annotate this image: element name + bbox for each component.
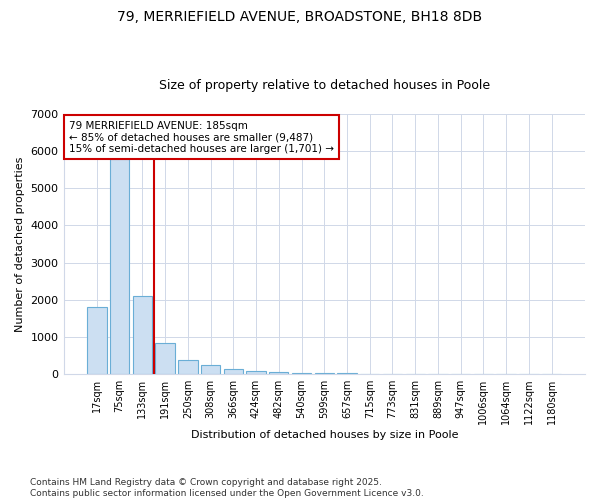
Bar xyxy=(178,360,197,374)
Y-axis label: Number of detached properties: Number of detached properties xyxy=(15,156,25,332)
Bar xyxy=(224,370,243,374)
Bar xyxy=(110,158,130,374)
Bar xyxy=(314,373,334,374)
Bar xyxy=(292,372,311,374)
Bar xyxy=(269,372,289,374)
Bar xyxy=(201,365,220,374)
Bar xyxy=(155,342,175,374)
Bar xyxy=(247,371,266,374)
Title: Size of property relative to detached houses in Poole: Size of property relative to detached ho… xyxy=(159,79,490,92)
Bar xyxy=(87,307,107,374)
Bar xyxy=(133,296,152,374)
X-axis label: Distribution of detached houses by size in Poole: Distribution of detached houses by size … xyxy=(191,430,458,440)
Text: 79 MERRIEFIELD AVENUE: 185sqm
← 85% of detached houses are smaller (9,487)
15% o: 79 MERRIEFIELD AVENUE: 185sqm ← 85% of d… xyxy=(69,120,334,154)
Text: 79, MERRIEFIELD AVENUE, BROADSTONE, BH18 8DB: 79, MERRIEFIELD AVENUE, BROADSTONE, BH18… xyxy=(118,10,482,24)
Text: Contains HM Land Registry data © Crown copyright and database right 2025.
Contai: Contains HM Land Registry data © Crown c… xyxy=(30,478,424,498)
